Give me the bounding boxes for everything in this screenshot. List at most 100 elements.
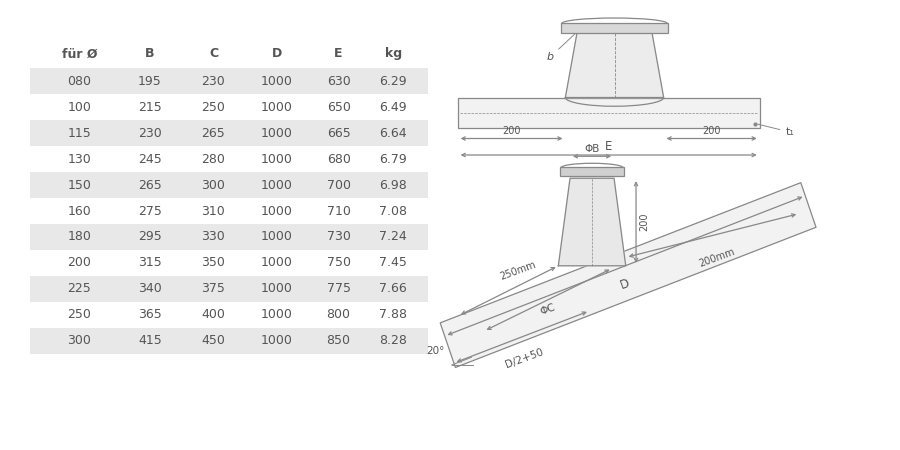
- Text: 710: 710: [327, 204, 350, 217]
- Text: B: B: [145, 47, 155, 60]
- Text: 7.45: 7.45: [379, 256, 407, 270]
- Bar: [31, 198, 428, 224]
- Polygon shape: [565, 32, 663, 98]
- Text: 200: 200: [702, 126, 721, 136]
- Text: 300: 300: [202, 179, 225, 192]
- Text: 300: 300: [68, 334, 92, 347]
- Text: 200: 200: [502, 126, 521, 136]
- Text: ΦC: ΦC: [539, 302, 557, 317]
- Text: 1000: 1000: [261, 127, 292, 140]
- Text: C: C: [209, 47, 218, 60]
- Text: kg: kg: [384, 47, 401, 60]
- Text: 160: 160: [68, 204, 92, 217]
- Text: D: D: [272, 47, 282, 60]
- Text: 275: 275: [138, 204, 162, 217]
- Text: 080: 080: [68, 75, 92, 88]
- Text: 20°: 20°: [426, 346, 445, 356]
- Text: 415: 415: [138, 334, 162, 347]
- Bar: [31, 94, 428, 120]
- Text: 1000: 1000: [261, 75, 292, 88]
- Text: 1000: 1000: [261, 179, 292, 192]
- Text: 1000: 1000: [261, 308, 292, 321]
- Bar: [31, 250, 428, 276]
- Text: 1000: 1000: [261, 282, 292, 295]
- Text: 180: 180: [68, 230, 92, 243]
- Text: 6.64: 6.64: [380, 127, 407, 140]
- Text: 310: 310: [202, 204, 225, 217]
- Text: 6.79: 6.79: [380, 153, 407, 166]
- Text: 250: 250: [68, 308, 92, 321]
- Bar: [31, 120, 428, 146]
- Text: 1000: 1000: [261, 334, 292, 347]
- Text: E: E: [334, 47, 343, 60]
- Text: 280: 280: [202, 153, 225, 166]
- Bar: [561, 22, 669, 32]
- Text: 365: 365: [138, 308, 162, 321]
- Text: 230: 230: [202, 75, 225, 88]
- Bar: [31, 172, 428, 198]
- Text: 200mm: 200mm: [698, 247, 736, 269]
- Text: 115: 115: [68, 127, 92, 140]
- Text: 330: 330: [202, 230, 225, 243]
- Polygon shape: [558, 178, 626, 266]
- Polygon shape: [440, 183, 816, 368]
- Text: 1000: 1000: [261, 256, 292, 270]
- Text: 1000: 1000: [261, 230, 292, 243]
- Text: 225: 225: [68, 282, 92, 295]
- Text: 450: 450: [202, 334, 225, 347]
- Bar: [31, 302, 428, 328]
- Text: 100: 100: [68, 101, 92, 114]
- Text: 340: 340: [138, 282, 162, 295]
- Text: 295: 295: [138, 230, 162, 243]
- Text: 265: 265: [138, 179, 162, 192]
- Text: 700: 700: [327, 179, 351, 192]
- Text: 8.28: 8.28: [379, 334, 407, 347]
- Text: 6.49: 6.49: [380, 101, 407, 114]
- Text: t₁: t₁: [758, 124, 794, 137]
- Text: 315: 315: [138, 256, 162, 270]
- Text: E: E: [605, 140, 612, 153]
- Text: D: D: [618, 277, 632, 292]
- Text: 400: 400: [202, 308, 225, 321]
- Bar: [31, 276, 428, 302]
- Text: 665: 665: [327, 127, 350, 140]
- Text: 130: 130: [68, 153, 92, 166]
- Text: 800: 800: [327, 308, 351, 321]
- Bar: [560, 167, 625, 176]
- Text: 630: 630: [327, 75, 350, 88]
- Text: ΦB: ΦB: [584, 144, 599, 154]
- Text: 750: 750: [327, 256, 351, 270]
- Text: 1000: 1000: [261, 153, 292, 166]
- Text: 265: 265: [202, 127, 225, 140]
- Bar: [31, 224, 428, 250]
- Text: 200: 200: [639, 213, 649, 231]
- Text: 215: 215: [138, 101, 162, 114]
- Text: für Ø: für Ø: [62, 47, 97, 60]
- Text: 250mm: 250mm: [499, 260, 537, 282]
- Text: 245: 245: [138, 153, 162, 166]
- Text: 150: 150: [68, 179, 92, 192]
- Text: 650: 650: [327, 101, 350, 114]
- Text: 730: 730: [327, 230, 350, 243]
- Text: 775: 775: [327, 282, 351, 295]
- Bar: [31, 328, 428, 354]
- Text: D/2+50: D/2+50: [504, 347, 544, 370]
- Bar: [458, 98, 760, 127]
- Text: 350: 350: [202, 256, 225, 270]
- Text: 7.24: 7.24: [380, 230, 407, 243]
- Text: 7.66: 7.66: [380, 282, 407, 295]
- Text: 6.98: 6.98: [380, 179, 407, 192]
- Text: 6.29: 6.29: [380, 75, 407, 88]
- Text: 1000: 1000: [261, 101, 292, 114]
- Text: 375: 375: [202, 282, 225, 295]
- Text: 250: 250: [202, 101, 225, 114]
- Text: 850: 850: [327, 334, 351, 347]
- Text: 195: 195: [138, 75, 162, 88]
- Bar: [31, 68, 428, 94]
- Text: 680: 680: [327, 153, 350, 166]
- Text: 200: 200: [68, 256, 92, 270]
- Bar: [31, 146, 428, 172]
- Text: 7.08: 7.08: [379, 204, 407, 217]
- Text: 230: 230: [138, 127, 162, 140]
- Text: 7.88: 7.88: [379, 308, 407, 321]
